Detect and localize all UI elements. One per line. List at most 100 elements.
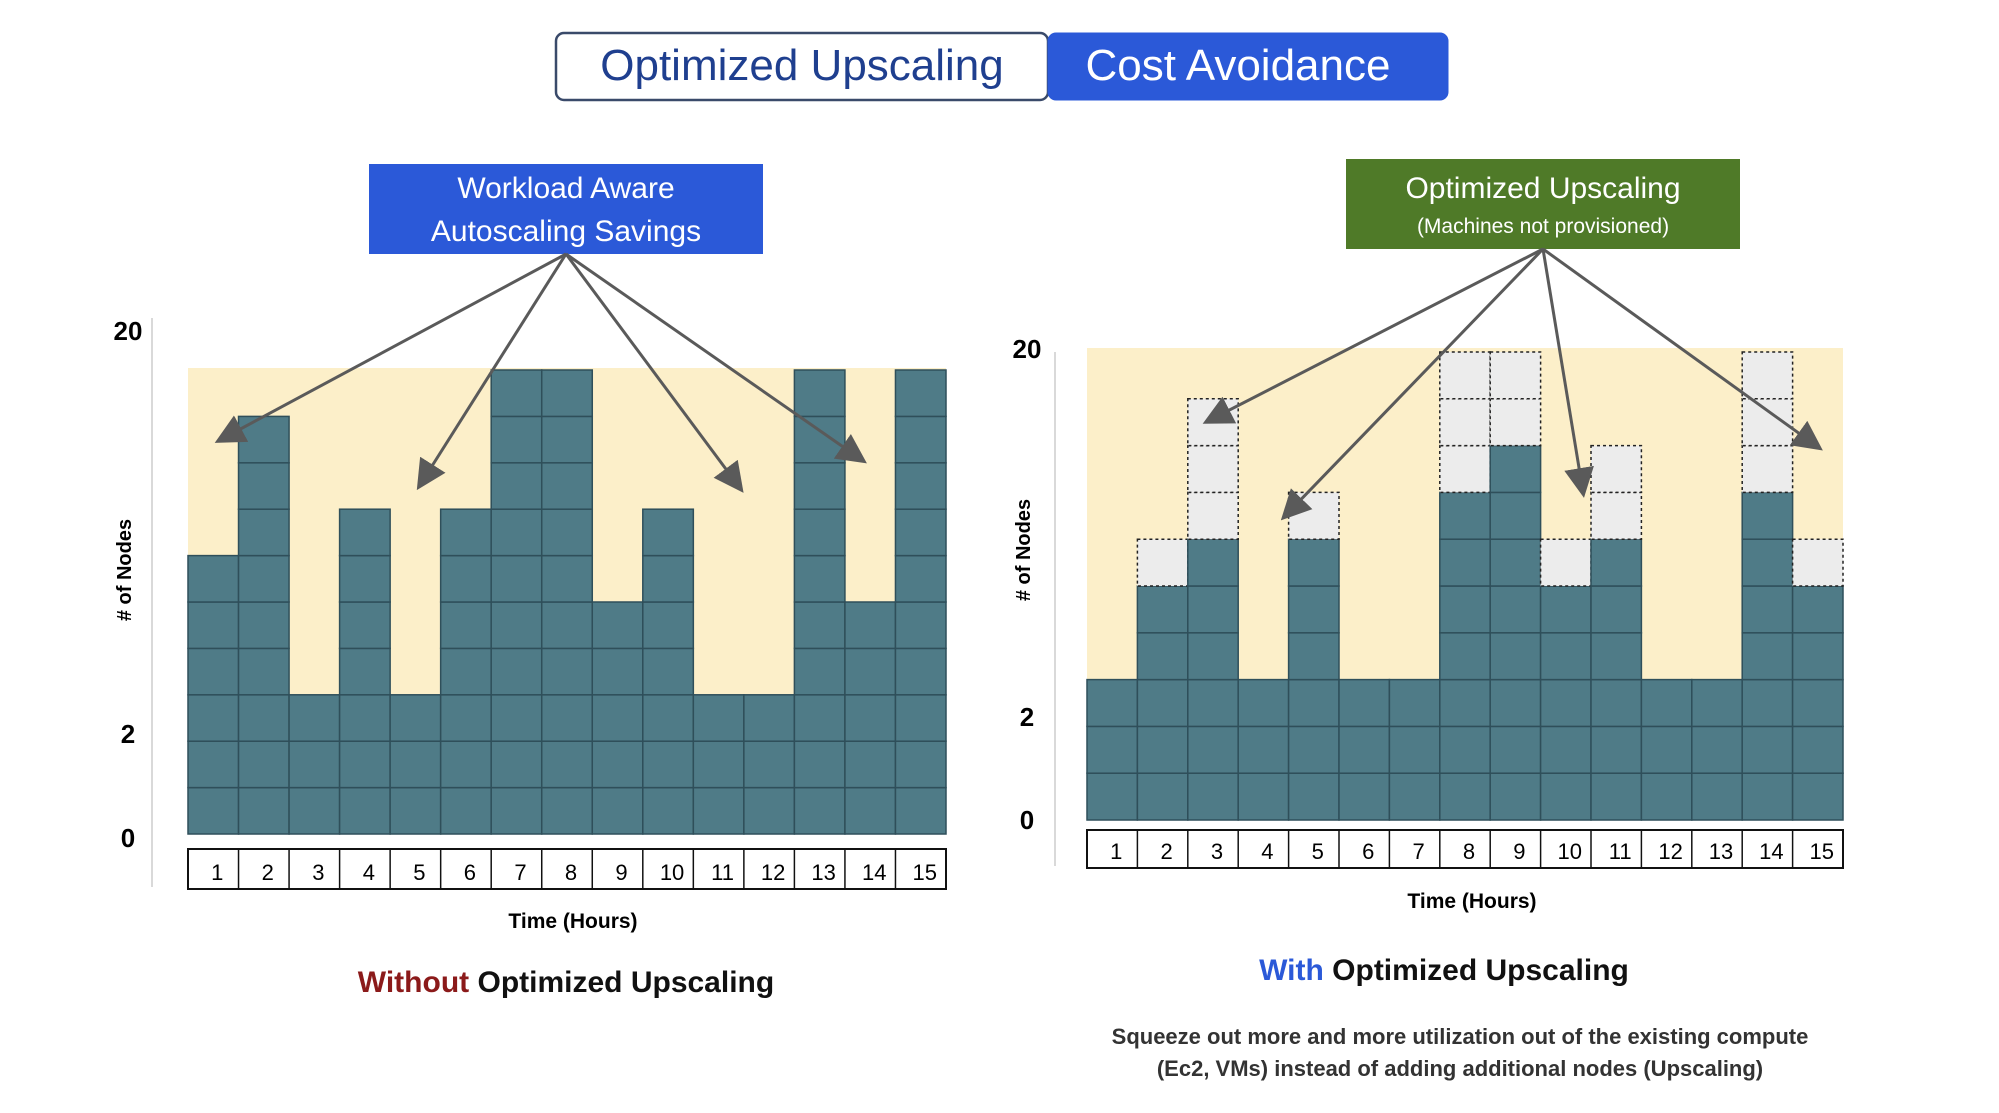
right-bar-cell — [1539, 725, 1592, 774]
left-bar-cell — [187, 694, 240, 742]
right-avoided-cell — [1791, 538, 1844, 587]
right-avoided-cell — [1287, 491, 1340, 540]
left-bar-cell — [844, 601, 897, 650]
left-x-tick-label: 14 — [862, 860, 886, 885]
left-arrow-3 — [564, 253, 744, 493]
left-bar-cell — [591, 601, 644, 650]
right-bar-cell — [1439, 772, 1491, 821]
right-caption-prefix: With — [1259, 954, 1324, 987]
right-bar-cell — [1136, 632, 1189, 681]
right-chart: 1 2 3 4 5 6 7 8 9 10 11 12 13 14 15 20 2 0 # of Nodes … — [1013, 159, 1844, 1081]
header-toggle: Optimized Upscaling Cost Avoidance — [554, 31, 1449, 102]
right-bar — [1187, 398, 1239, 821]
left-bar-cell — [894, 415, 947, 464]
left-bar-cell — [288, 740, 341, 789]
right-avoided-cell — [1741, 351, 1794, 400]
left-bar-cell — [894, 554, 947, 603]
right-bar — [1791, 538, 1844, 821]
right-bar-cell — [1489, 491, 1542, 540]
right-arrow-1 — [1202, 247, 1544, 424]
right-bar-cell — [1539, 678, 1592, 728]
right-avoided-cell — [1489, 351, 1542, 400]
right-arrow-2 — [1280, 247, 1545, 521]
right-x-tick-label: 8 — [1463, 839, 1475, 864]
left-bar-cell — [844, 647, 897, 696]
left-bar-cell — [793, 415, 846, 464]
left-bar-cell — [894, 462, 947, 510]
left-bar-cell — [338, 554, 391, 603]
left-chart: 1 2 3 4 5 6 7 8 9 10 11 12 13 14 15 20 2 0 # of Nodes … — [114, 164, 947, 999]
left-bar-cell — [540, 462, 594, 510]
right-ytick-2: 2 — [1020, 702, 1034, 732]
left-arrow-4 — [565, 252, 867, 464]
right-callout-line1: Optimized Upscaling — [1405, 172, 1680, 205]
left-bar-cell — [389, 786, 442, 835]
left-arrow-2 — [416, 253, 568, 491]
right-bar-cell — [1489, 444, 1542, 494]
left-bar — [591, 601, 644, 835]
left-bar-cell — [642, 647, 695, 696]
left-bar — [844, 601, 897, 835]
right-bar-cell — [1187, 538, 1239, 587]
left-bar-cell — [237, 508, 290, 557]
left-x-tick-label: 1 — [211, 860, 223, 885]
left-bar-cell — [439, 786, 492, 835]
left-bar — [187, 554, 240, 835]
left-bar-cell — [894, 647, 947, 696]
right-bar-cell — [1136, 585, 1189, 634]
right-bar — [1287, 491, 1340, 821]
right-bar — [1237, 678, 1290, 821]
right-bar-cell — [1741, 491, 1794, 540]
right-avoided-cell — [1439, 444, 1491, 494]
left-bar-cell — [237, 601, 290, 650]
left-ytick-2: 2 — [121, 719, 135, 749]
right-avoided-cell — [1439, 398, 1491, 447]
tab-cost-avoidance-bg[interactable] — [1047, 32, 1449, 101]
right-bar-cell — [1640, 772, 1693, 821]
left-bar-cell — [237, 647, 290, 696]
left-caption-prefix: Without — [358, 966, 469, 999]
right-bar-cell — [1287, 585, 1340, 634]
left-bar — [642, 508, 695, 835]
tab-cost-avoidance-label: Cost Avoidance — [1086, 41, 1391, 90]
left-bar-cell — [642, 740, 695, 789]
left-bar-cell — [743, 786, 796, 835]
right-bar-cell — [1640, 678, 1693, 728]
left-bar-cell — [490, 740, 543, 789]
left-bar-cell — [743, 694, 796, 742]
left-ytick-0: 0 — [121, 823, 135, 853]
right-ytick-20: 20 — [1013, 334, 1042, 364]
right-bar-cell — [1489, 538, 1542, 587]
left-bar-cell — [793, 601, 846, 650]
right-bar-cell — [1136, 725, 1189, 774]
right-bar-cell — [1489, 725, 1542, 774]
left-bar-cell — [490, 462, 543, 510]
right-bar-cell — [1187, 725, 1239, 774]
left-bar-cell — [490, 786, 543, 835]
right-bar-cell — [1136, 772, 1189, 821]
right-bar — [1691, 678, 1743, 821]
left-bar-cell — [894, 740, 947, 789]
right-bar-cell — [1539, 585, 1592, 634]
left-ytick-20: 20 — [114, 316, 143, 346]
left-bar — [894, 369, 947, 835]
right-avoided-cell — [1439, 351, 1491, 400]
right-bar-cell — [1439, 538, 1491, 587]
left-bar-cell — [692, 740, 745, 789]
right-x-tick-label: 7 — [1412, 839, 1424, 864]
left-x-tick-label: 3 — [312, 860, 324, 885]
right-avoided-cell — [1539, 538, 1592, 587]
right-bar-cell — [1539, 632, 1592, 681]
right-avoided-cell — [1136, 538, 1189, 587]
left-bar-cell — [540, 601, 594, 650]
right-bar-cell — [1539, 772, 1592, 821]
left-bar-cell — [894, 786, 947, 835]
left-caption-rest: Optimized Upscaling — [477, 966, 774, 999]
right-bar-cell — [1338, 725, 1391, 774]
left-bar-cell — [187, 786, 240, 835]
right-bar-cell — [1086, 678, 1139, 728]
left-arrow-1 — [214, 252, 567, 443]
right-bar-cell — [1791, 585, 1844, 634]
right-caption: With Optimized Upscaling — [1259, 954, 1629, 987]
right-bar-cell — [1590, 678, 1643, 728]
